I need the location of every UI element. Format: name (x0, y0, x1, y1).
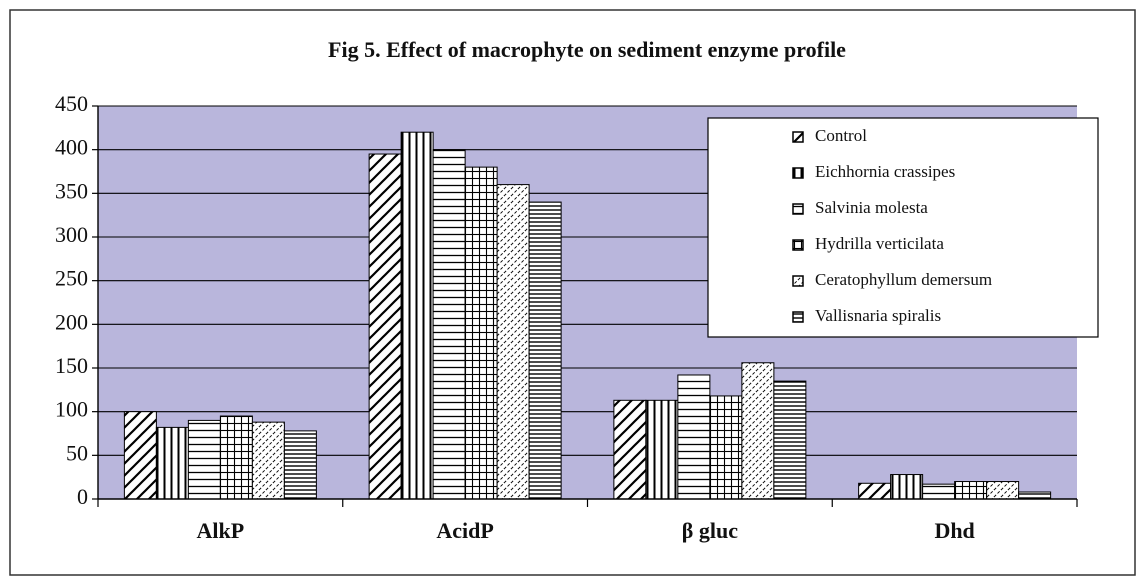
bar (283, 430, 317, 500)
bar (677, 374, 711, 500)
bar (858, 482, 892, 500)
bar (123, 411, 157, 500)
legend-swatch (792, 131, 804, 143)
bar (496, 184, 530, 500)
y-tick-label: 250 (55, 266, 88, 291)
bar (709, 395, 743, 500)
bar (645, 399, 679, 500)
bar (528, 201, 562, 500)
legend-swatch (792, 203, 804, 215)
bar (400, 131, 434, 500)
y-tick-label: 400 (55, 135, 88, 160)
x-tick-label: β gluc (682, 518, 738, 543)
bar (251, 421, 285, 500)
legend-swatch (792, 275, 804, 287)
y-tick-label: 50 (66, 440, 88, 465)
legend-swatch (792, 167, 804, 179)
y-tick-label: 450 (55, 91, 88, 116)
legend-label: Vallisnaria spiralis (815, 306, 941, 325)
legend-label: Hydrilla verticilata (815, 234, 944, 253)
bar (890, 474, 924, 500)
bar (187, 419, 221, 500)
bar (464, 166, 498, 500)
legend-label: Salvinia molesta (815, 198, 928, 217)
bar (741, 362, 775, 500)
legend-label: Control (815, 126, 867, 145)
y-tick-label: 200 (55, 309, 88, 334)
bar (1018, 491, 1052, 500)
legend-label: Ceratophyllum demersum (815, 270, 992, 289)
bar (219, 415, 253, 500)
legend-swatch (792, 239, 804, 251)
y-tick-label: 350 (55, 178, 88, 203)
bar (155, 426, 189, 500)
y-tick-label: 300 (55, 222, 88, 247)
x-tick-label: AcidP (436, 518, 493, 543)
bar (613, 399, 647, 500)
y-tick-label: 0 (77, 484, 88, 509)
bar (986, 481, 1020, 500)
legend-box (707, 117, 1099, 338)
legend-swatch (792, 311, 804, 323)
bar (954, 481, 988, 500)
x-tick-label: AlkP (197, 518, 245, 543)
bar (922, 483, 956, 500)
y-tick-label: 100 (55, 397, 88, 422)
x-tick-label: Dhd (934, 518, 974, 543)
y-tick-label: 150 (55, 353, 88, 378)
bar (773, 380, 807, 500)
bar (432, 149, 466, 500)
bar (368, 153, 402, 500)
legend-label: Eichhornia crassipes (815, 162, 955, 181)
chart-title: Fig 5. Effect of macrophyte on sediment … (328, 37, 846, 62)
